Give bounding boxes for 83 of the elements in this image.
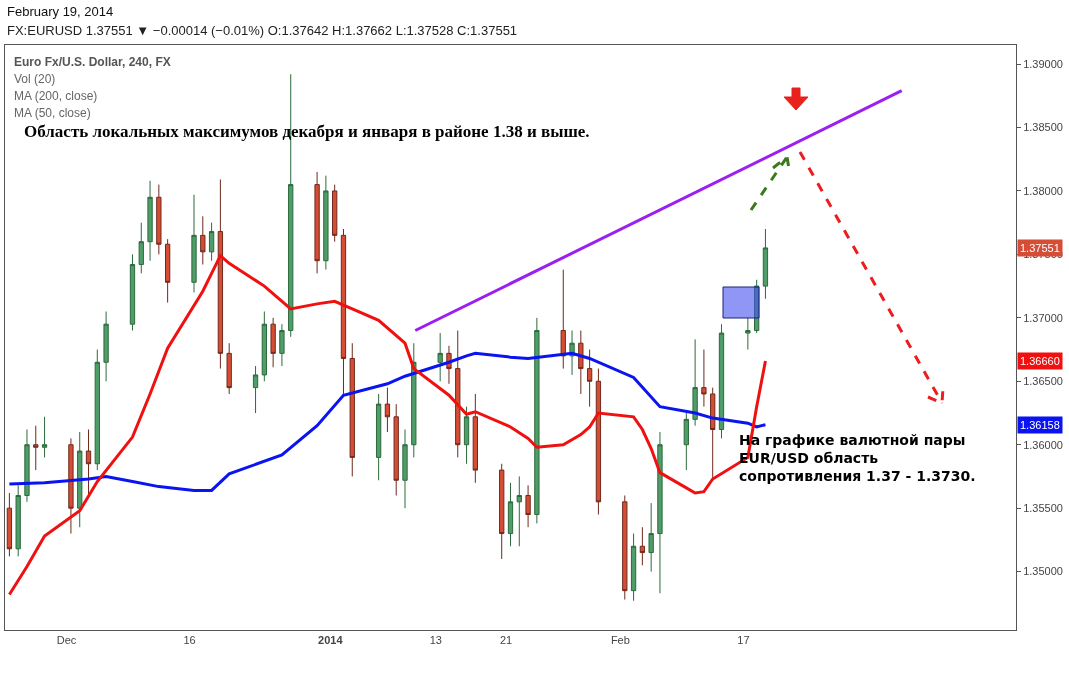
candlestick xyxy=(393,403,399,496)
candlestick xyxy=(68,437,74,535)
candlestick xyxy=(630,533,637,602)
candlestick xyxy=(226,342,232,395)
candlestick xyxy=(156,184,162,255)
candlestick xyxy=(332,184,338,243)
candlestick xyxy=(323,175,329,271)
candlestick xyxy=(375,393,382,481)
x-tick-label: 21 xyxy=(499,634,513,647)
candlestick xyxy=(191,194,197,293)
candlestick xyxy=(279,323,285,367)
candlestick xyxy=(33,425,39,471)
candlestick xyxy=(455,330,461,458)
y-tick-label: 1.35500 xyxy=(1023,502,1063,515)
x-tick-label: 2014 xyxy=(318,634,344,647)
candlestick xyxy=(24,429,30,503)
annotation: MA (200, close) xyxy=(14,89,98,103)
y-tick-label: 1.35000 xyxy=(1023,565,1063,578)
candlestick xyxy=(164,238,171,304)
y-tick-label: 1.36000 xyxy=(1023,438,1063,451)
candlestick xyxy=(411,342,417,458)
x-tick-label: 17 xyxy=(737,634,750,647)
y-tick-label: 1.37000 xyxy=(1023,311,1063,324)
candlestick xyxy=(692,338,698,427)
y-tick-label: 1.38500 xyxy=(1023,121,1063,134)
candlestick xyxy=(622,494,628,601)
candlestick xyxy=(595,368,602,516)
candlestick xyxy=(85,429,92,496)
x-tick-label: 16 xyxy=(183,634,196,647)
y-tick-label: 1.38000 xyxy=(1023,184,1063,197)
candlestick xyxy=(349,342,355,477)
candlestick xyxy=(340,228,347,395)
candlestick xyxy=(560,269,566,370)
candlestick xyxy=(507,482,514,547)
candlestick xyxy=(103,310,109,382)
x-tick-label: Feb xyxy=(610,634,630,647)
candlestick xyxy=(270,317,276,368)
candlestick xyxy=(15,484,21,557)
candlestick xyxy=(94,349,100,471)
y-tick-label: 1.39000 xyxy=(1023,57,1063,70)
candlestick xyxy=(683,412,689,471)
candlestick xyxy=(217,179,224,370)
candlestick xyxy=(402,429,408,509)
candlestick xyxy=(499,463,505,560)
candlestick xyxy=(754,279,760,334)
chart-title: February 19, 2014 xyxy=(7,4,114,19)
text: 1.36660 xyxy=(1020,355,1060,367)
candlestick xyxy=(639,526,646,566)
candlestick xyxy=(463,406,470,465)
chart-subtitle: FX:EURUSD 1.37551 ▼ −0.00014 (−0.01%) O:1.37642 H:1.37662 L:1.37528 C:1.37551 xyxy=(7,23,518,38)
x-tick-label: Dec xyxy=(56,634,77,647)
candlestick xyxy=(718,323,725,439)
candlestick xyxy=(525,484,531,528)
candlestick xyxy=(314,171,320,274)
candlestick xyxy=(516,475,522,547)
text: 1.37551 xyxy=(1020,242,1060,254)
candlestick xyxy=(657,431,663,594)
annotation: Vol (20) xyxy=(14,72,56,86)
y-tick-label: 1.36500 xyxy=(1023,375,1063,388)
candlestick xyxy=(129,253,136,332)
candlestick xyxy=(472,393,478,484)
x-tick-label: 13 xyxy=(429,634,442,647)
candlestick xyxy=(701,349,707,408)
annotation: MA (50, close) xyxy=(14,106,91,120)
candlestick xyxy=(147,180,153,262)
candlestick xyxy=(41,416,48,458)
candlestick xyxy=(384,387,391,433)
text: 1.36158 xyxy=(1020,419,1060,431)
candlestick xyxy=(578,330,584,395)
candlestick xyxy=(261,310,267,382)
candlestick xyxy=(200,215,206,266)
candlestick xyxy=(648,502,654,573)
candlestick xyxy=(586,349,593,408)
candlestick xyxy=(252,365,259,414)
candlestick xyxy=(534,317,540,524)
annotation: Euro Fx/U.S. Dollar, 240, FX xyxy=(14,55,171,69)
candlestick xyxy=(762,228,769,300)
candlestick xyxy=(6,492,13,557)
candlestick xyxy=(437,332,443,382)
candlestick xyxy=(208,222,215,262)
candlestick xyxy=(77,431,83,528)
candlestick xyxy=(745,317,751,351)
candlestick xyxy=(138,222,144,274)
